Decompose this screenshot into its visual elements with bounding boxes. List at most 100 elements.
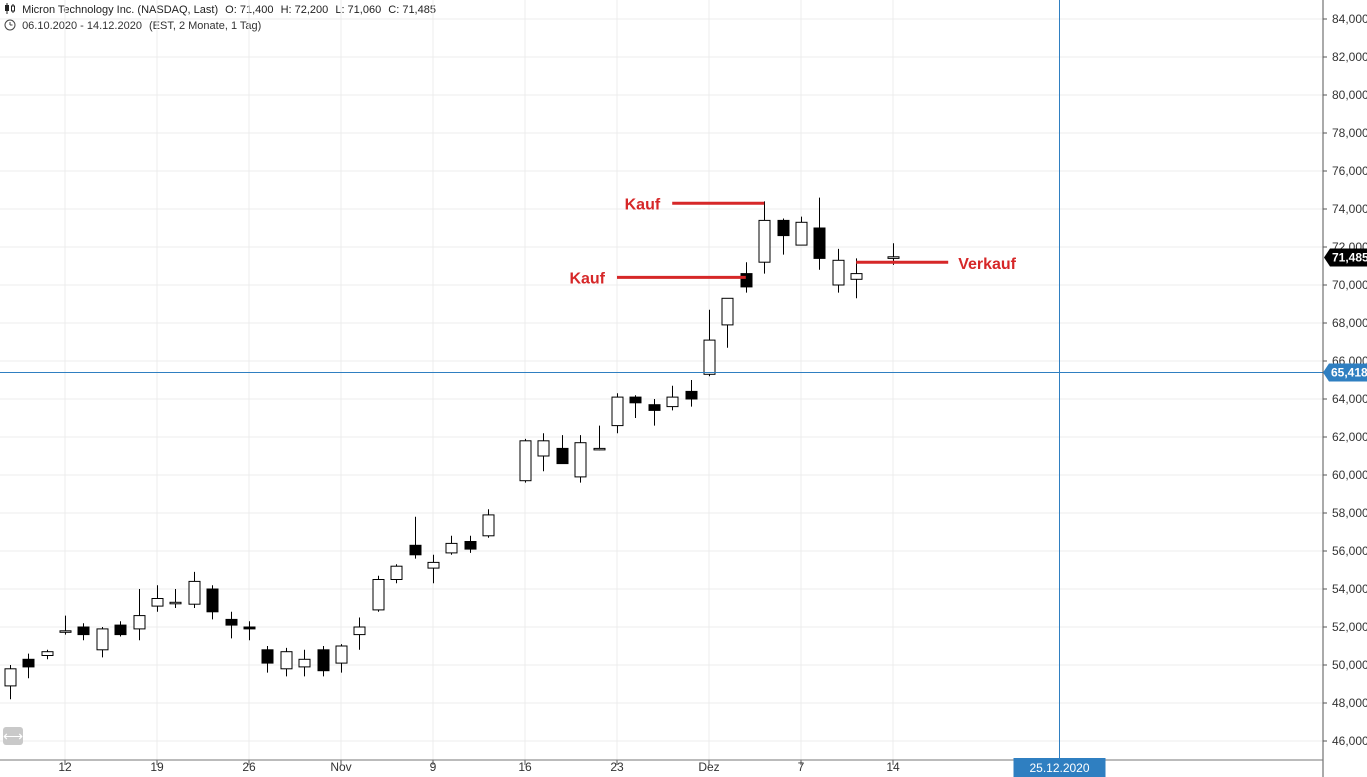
candle-body <box>537 440 550 457</box>
candle-body <box>721 297 734 326</box>
price-tags: 65,418 25.12.2020 71,485 <box>1013 248 1367 777</box>
y-tick-label: 56,000 <box>1332 544 1367 558</box>
period-settings: (EST, 2 Monate, 1 Tag) <box>149 20 262 32</box>
x-tick-label: Nov <box>330 760 351 774</box>
last-price-tag <box>1324 248 1367 267</box>
annotation-label: Kauf <box>625 196 661 213</box>
y-tick-label: 80,000 <box>1332 88 1367 102</box>
last-price-label: 71,485 <box>1332 251 1367 265</box>
x-tick-label: Dez <box>698 760 719 774</box>
crosshair-date-tag <box>1013 758 1106 777</box>
y-tick-label: 70,000 <box>1332 278 1367 292</box>
candle-body <box>482 514 495 537</box>
candle-body <box>335 645 348 664</box>
chart-period: 06.10.2020 - 14.12.2020 (EST, 2 Monate, … <box>4 19 265 32</box>
annotation-label: Verkauf <box>958 256 1016 273</box>
crosshair <box>0 0 1323 760</box>
y-tick-label: 78,000 <box>1332 126 1367 140</box>
candle-body <box>317 649 330 672</box>
candle-body <box>206 588 219 613</box>
y-tick-label: 76,000 <box>1332 164 1367 178</box>
y-tick-label: 46,000 <box>1332 734 1367 748</box>
candle-body <box>409 544 422 556</box>
y-tick-label: 52,000 <box>1332 620 1367 634</box>
candle-body <box>188 580 201 605</box>
x-tick-label: 23 <box>610 760 624 774</box>
candle-body <box>261 649 274 664</box>
candle-body <box>574 442 587 478</box>
y-tick-label: 58,000 <box>1332 506 1367 520</box>
candle-body <box>464 541 477 550</box>
x-axis: 12 19 26 Nov 9 16 23 Dez 7 14 <box>0 759 1323 774</box>
y-tick-label: 74,000 <box>1332 202 1367 216</box>
candle-body <box>243 626 256 630</box>
x-tick-label: 26 <box>242 760 256 774</box>
candle-body <box>133 615 146 630</box>
candle-body <box>445 542 458 554</box>
y-axis: 46,000 48,000 50,000 52,000 54,000 56,000 58,0… <box>1322 0 1367 777</box>
candle-body <box>225 618 238 626</box>
horizontal-scroll-icon[interactable]: ⟷ <box>3 727 24 745</box>
candle-body <box>169 601 182 605</box>
y-tick-label: 64,000 <box>1332 392 1367 406</box>
candle-body <box>648 404 661 411</box>
candle-body <box>519 440 532 482</box>
annotations: Kauf Kauf Verkauf <box>569 196 1016 287</box>
annotation-label: Kauf <box>569 270 605 287</box>
candlestick-icon[interactable] <box>4 3 16 14</box>
candle-body <box>298 658 311 668</box>
candle-body <box>4 668 17 687</box>
x-tick-label: 14 <box>886 760 900 774</box>
candle-body <box>629 396 642 404</box>
candle-body <box>666 396 679 408</box>
crosshair-date-label: 25.12.2020 <box>1029 761 1089 775</box>
low-value: L: 71,060 <box>335 4 382 16</box>
y-tick-label: 84,000 <box>1332 12 1367 26</box>
y-tick-label: 50,000 <box>1332 658 1367 672</box>
candle-body <box>611 396 624 427</box>
candle-body <box>795 221 808 246</box>
x-tick-label: 7 <box>798 760 805 774</box>
y-tick-label: 48,000 <box>1332 696 1367 710</box>
crosshair-price-tag <box>1323 363 1367 382</box>
candles <box>4 197 900 700</box>
candle-body <box>22 658 35 668</box>
candle-body <box>813 227 826 259</box>
candle-body <box>427 561 440 569</box>
candle-body <box>832 259 845 286</box>
clock-icon <box>4 19 16 31</box>
candle-body <box>593 447 606 451</box>
crosshair-price-label: 65,418 <box>1331 366 1367 380</box>
candle-body <box>850 273 863 280</box>
candle-body <box>280 651 293 670</box>
candle-body <box>777 219 790 237</box>
y-tick-label: 62,000 <box>1332 430 1367 444</box>
candle-body <box>77 626 90 636</box>
y-tick-label: 82,000 <box>1332 50 1367 64</box>
candle-body <box>151 598 164 607</box>
symbol-name: Micron Technology Inc. (NASDAQ, Last) <box>22 4 219 16</box>
candle-body <box>353 626 366 636</box>
candle-body <box>758 219 771 263</box>
candle-body <box>556 447 569 465</box>
y-tick-label: 68,000 <box>1332 316 1367 330</box>
candle-body <box>887 256 900 259</box>
period-range: 06.10.2020 - 14.12.2020 <box>22 20 142 32</box>
close-value: C: 71,485 <box>388 4 436 16</box>
chart-header: Micron Technology Inc. (NASDAQ, Last) O:… <box>4 3 440 16</box>
x-tick-label: 16 <box>518 760 532 774</box>
y-tick-label: 54,000 <box>1332 582 1367 596</box>
x-tick-label: 9 <box>430 760 437 774</box>
y-tick-label: 60,000 <box>1332 468 1367 482</box>
candle-body <box>96 628 109 651</box>
candle-body <box>114 624 127 636</box>
candle-body <box>390 565 403 581</box>
high-value: H: 72,200 <box>280 4 329 16</box>
x-tick-label: 12 <box>58 760 72 774</box>
candle-body <box>740 273 753 288</box>
grid <box>0 0 1323 760</box>
candle-body <box>372 579 385 611</box>
candle-body <box>685 390 698 400</box>
candle-body <box>59 630 72 633</box>
